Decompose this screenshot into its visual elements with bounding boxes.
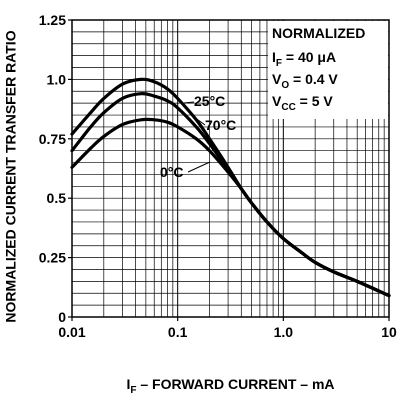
conditions-annotation: NORMALIZED IF = 40 μA VO = 0.4 V VCC = 5…	[268, 21, 388, 119]
x-axis-tick-labels: 0.01 0.1 1.0 10	[58, 324, 397, 340]
x-tick-label: 0.1	[168, 324, 188, 340]
y-axis-tick-labels: 0 0.25 0.5 0.75 1.0 1.25	[39, 12, 66, 325]
series-label-leader-0c	[188, 162, 210, 172]
y-tick-label: 0	[58, 309, 66, 325]
y-tick-label: 0.75	[39, 131, 66, 147]
y-axis-title: NORMALIZED CURRENT TRANSFER RATIO	[3, 30, 19, 322]
y-tick-label: 1.0	[47, 71, 67, 87]
y-tick-label: 0.25	[39, 250, 66, 266]
series-label-25c: 25°C	[194, 93, 225, 109]
y-tick-label: 0.5	[47, 190, 67, 206]
y-tick-label: 1.25	[39, 12, 66, 28]
series-label-0c: 0°C	[160, 164, 184, 180]
x-tick-label: 10	[381, 324, 397, 340]
x-tick-label: 0.01	[58, 324, 85, 340]
annotation-title: NORMALIZED	[272, 25, 365, 41]
series-label-70c: 70°C	[205, 117, 236, 133]
x-tick-label: 1.0	[274, 324, 294, 340]
x-axis-title: IF – FORWARD CURRENT – mA	[126, 376, 334, 396]
